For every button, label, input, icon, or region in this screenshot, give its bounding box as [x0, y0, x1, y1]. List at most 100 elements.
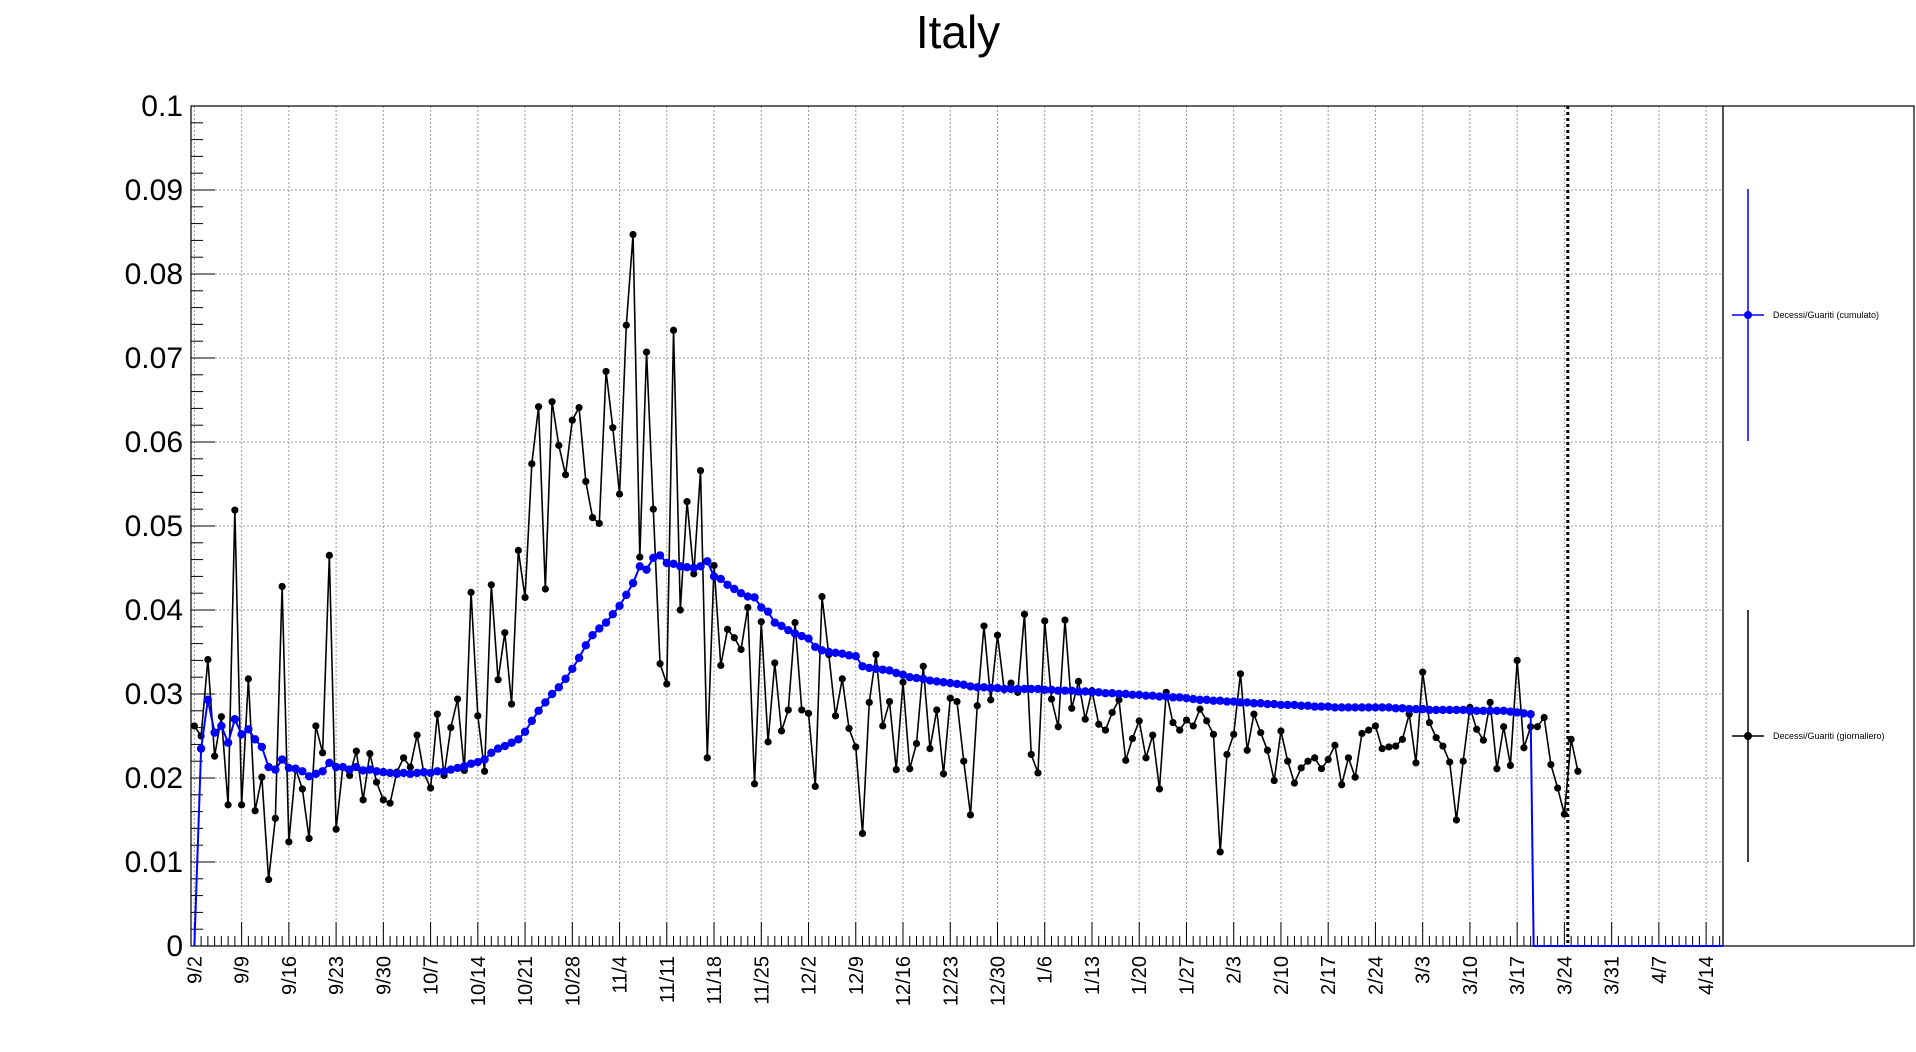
data-point — [1250, 710, 1258, 718]
data-point — [1148, 691, 1157, 700]
data-point — [1121, 689, 1130, 699]
data-point — [1284, 757, 1292, 765]
data-point — [1203, 717, 1211, 725]
data-point — [1169, 718, 1177, 727]
data-point — [1473, 725, 1481, 733]
data-point — [804, 709, 813, 717]
series-tail — [1529, 714, 1723, 947]
data-point — [385, 768, 395, 778]
data-point — [1479, 736, 1488, 744]
x-tick-label: 9/2 — [184, 956, 206, 984]
data-point — [703, 754, 711, 762]
y-tick-label: 0.08 — [125, 258, 183, 291]
data-point — [899, 678, 907, 686]
data-point — [379, 767, 388, 777]
data-point — [939, 678, 948, 687]
data-point — [669, 326, 678, 334]
x-tick-label: 12/16 — [893, 956, 915, 1006]
data-point — [817, 646, 827, 655]
chart-title: Italy — [916, 6, 1000, 58]
x-tick-label: 11/25 — [751, 956, 773, 1005]
x-tick-label: 1/13 — [1082, 956, 1104, 995]
data-point — [824, 647, 833, 657]
data-point — [865, 698, 873, 707]
data-point — [960, 757, 968, 765]
x-tick-label: 11/18 — [704, 956, 726, 1005]
data-point — [446, 765, 456, 774]
data-point — [987, 696, 995, 704]
legend-marker — [1744, 311, 1752, 319]
data-point — [1155, 785, 1164, 793]
data-point — [1101, 726, 1110, 734]
x-tick-label: 12/23 — [940, 956, 962, 1006]
data-point — [858, 829, 867, 838]
data-point — [709, 572, 719, 581]
data-point — [1000, 684, 1009, 694]
data-point — [473, 757, 483, 767]
x-tick-label: 2/17 — [1318, 956, 1340, 995]
legend-entry-0: Decessi/Guariti (cumulato) — [1732, 189, 1879, 441]
x-tick-label: 12/30 — [987, 956, 1009, 1006]
data-point — [1547, 760, 1555, 769]
data-point — [568, 664, 577, 673]
data-point — [1013, 684, 1022, 694]
data-point — [224, 801, 232, 809]
data-point — [1263, 746, 1272, 754]
data-point — [1493, 765, 1501, 773]
data-point — [1439, 742, 1447, 750]
data-point — [1020, 610, 1029, 618]
data-point — [676, 562, 685, 571]
data-point — [1317, 765, 1326, 773]
data-point — [528, 460, 536, 468]
data-point — [345, 765, 354, 774]
data-point — [622, 321, 630, 329]
data-point — [851, 652, 860, 661]
data-point — [1216, 696, 1225, 705]
data-point — [622, 590, 631, 600]
data-point — [1567, 735, 1575, 743]
data-point — [271, 765, 280, 774]
data-point — [642, 348, 651, 356]
data-point — [1290, 779, 1299, 787]
data-point — [311, 769, 321, 778]
data-point — [831, 648, 840, 658]
data-point — [811, 782, 819, 791]
x-tick-label: 10/7 — [421, 956, 443, 995]
data-point — [372, 778, 381, 786]
data-point — [656, 660, 664, 668]
data-point — [838, 649, 847, 658]
data-point — [1047, 695, 1056, 703]
y-tick-label: 0.09 — [125, 174, 183, 207]
y-tick-label: 0.02 — [125, 762, 183, 795]
data-point — [238, 801, 246, 809]
data-point — [966, 682, 975, 691]
data-point — [1108, 688, 1117, 698]
data-point — [986, 683, 995, 693]
data-point — [1338, 781, 1346, 789]
data-point — [925, 676, 935, 685]
data-point — [1371, 703, 1380, 712]
data-point — [1513, 656, 1521, 665]
data-point — [555, 441, 563, 449]
data-point — [730, 634, 738, 642]
data-point — [1486, 698, 1494, 707]
data-point — [480, 755, 489, 764]
data-point — [1459, 757, 1467, 765]
data-point — [1155, 692, 1164, 701]
data-point — [777, 621, 786, 631]
data-point — [474, 712, 482, 720]
data-point — [649, 553, 658, 563]
data-point — [717, 661, 725, 670]
data-point — [1149, 731, 1157, 739]
data-point — [764, 738, 772, 746]
data-point — [285, 838, 293, 846]
data-point — [831, 712, 840, 720]
data-point — [319, 749, 327, 757]
data-point — [574, 653, 584, 663]
y-tick-label: 0.06 — [125, 426, 183, 459]
data-point — [885, 697, 894, 706]
data-point — [352, 762, 361, 772]
data-point — [1479, 706, 1488, 715]
data-point — [190, 722, 198, 730]
data-point — [1290, 700, 1299, 710]
